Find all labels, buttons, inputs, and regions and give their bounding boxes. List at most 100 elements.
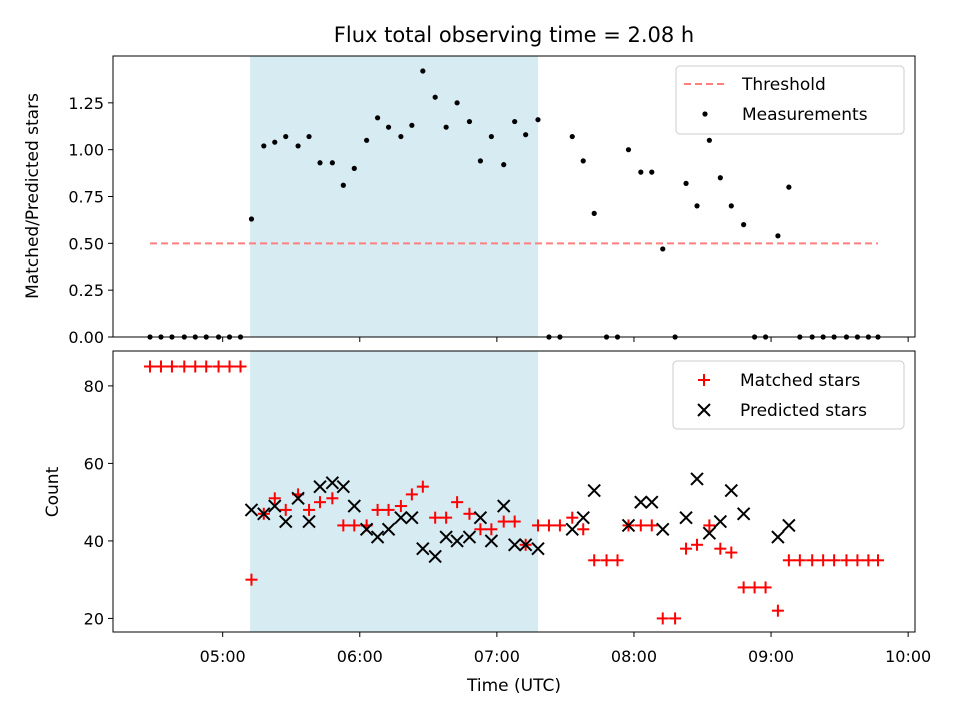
- matched-star-point: [748, 581, 761, 594]
- legend-measurements-swatch: [702, 111, 708, 117]
- measurement-point: [351, 165, 357, 171]
- measurement-point: [741, 222, 747, 228]
- y-tick-label: 80: [84, 377, 104, 396]
- matched-star-point: [245, 573, 258, 586]
- predicted-star-point: [518, 538, 533, 552]
- top-panel: 0.00 0.25 0.50 0.75 1.00 1.25 Matched/Predict…: [23, 55, 916, 347]
- measurement-point: [694, 203, 700, 209]
- count-points: [144, 360, 884, 625]
- legend-predicted-label: Predicted stars: [740, 401, 867, 421]
- measurement-point: [660, 246, 666, 252]
- matched-star-point: [566, 511, 579, 524]
- matched-star-point: [440, 511, 453, 524]
- bottom-legend: Matched stars Predicted stars: [672, 360, 905, 430]
- legend-measurements-label: Measurements: [742, 105, 868, 125]
- bottom-x-ticks: 05:00 06:00 07:00 08:00 09:00 10:00: [200, 632, 931, 666]
- y-tick-label: 20: [84, 609, 104, 628]
- matched-star-point: [223, 360, 236, 373]
- predicted-star-point: [690, 472, 704, 486]
- matched-star-point: [669, 612, 682, 625]
- predicted-star-point: [279, 514, 293, 529]
- matched-star-point: [782, 554, 795, 567]
- matched-star-point: [416, 480, 429, 493]
- matched-star-point: [279, 503, 292, 516]
- matched-star-point: [382, 503, 395, 516]
- predicted-star-point: [497, 499, 511, 513]
- measurement-point: [706, 137, 712, 143]
- bottom-axes-frame: [112, 350, 916, 633]
- top-y-ticks: 0.00 0.25 0.50 0.75 1.00 1.25: [68, 94, 113, 347]
- predicted-star-point: [507, 538, 522, 552]
- predicted-star-point: [702, 526, 717, 540]
- y-tick-label: 0.00: [68, 328, 104, 347]
- y-tick-label: 60: [84, 454, 104, 473]
- matched-star-point: [474, 523, 487, 536]
- matched-star-point: [371, 503, 384, 516]
- matched-star-point: [828, 554, 841, 567]
- measurement-point: [591, 210, 597, 216]
- measurement-point: [501, 162, 507, 168]
- predicted-star-point: [370, 530, 385, 544]
- bottom-y-axis-label: Count: [43, 466, 63, 517]
- predicted-star-point: [450, 534, 464, 548]
- matched-star-point: [817, 554, 830, 567]
- predicted-star-point: [313, 479, 327, 494]
- measurement-point: [717, 175, 723, 181]
- measurement-point: [569, 133, 575, 140]
- matched-star-point: [200, 360, 213, 373]
- measurement-point: [728, 203, 734, 209]
- predicted-star-point: [473, 510, 488, 525]
- y-tick-label: 0.75: [68, 188, 104, 207]
- predicted-star-point: [244, 503, 259, 517]
- measurement-point: [283, 133, 289, 140]
- matched-star-point: [178, 360, 191, 373]
- x-tick-label: 06:00: [337, 647, 383, 666]
- measurement-point: [443, 124, 449, 130]
- matched-star-point: [611, 554, 624, 567]
- measurement-point: [306, 133, 312, 140]
- matched-star-point: [463, 507, 476, 520]
- predicted-star-point: [428, 549, 442, 564]
- measurement-point: [420, 68, 426, 74]
- predicted-star-point: [336, 479, 351, 494]
- measurement-point: [775, 233, 781, 239]
- predicted-star-point: [484, 534, 499, 548]
- measurement-point: [374, 115, 381, 121]
- matched-star-point: [326, 492, 339, 505]
- measurement-point: [683, 180, 689, 186]
- predicted-star-point: [416, 541, 430, 556]
- matched-star-point: [871, 554, 884, 567]
- legend-predicted-swatch: [697, 403, 711, 417]
- measurement-point: [432, 94, 438, 100]
- predicted-star-point: [347, 499, 361, 513]
- predicted-star-point: [587, 483, 601, 498]
- matched-star-point: [497, 515, 510, 528]
- figure-title: Flux total observing time = 2.08 h: [334, 23, 694, 47]
- predicted-star-point: [381, 522, 396, 536]
- measurement-point: [512, 118, 518, 125]
- predicted-star-point: [257, 507, 271, 521]
- measurement-point: [488, 133, 494, 140]
- measurement-point: [638, 169, 644, 175]
- matched-star-point: [405, 488, 418, 501]
- matched-star-point: [771, 604, 784, 617]
- measurement-point: [317, 160, 323, 166]
- matched-star-point: [793, 554, 806, 567]
- predicted-star-point: [736, 507, 751, 521]
- matched-star-point: [303, 503, 316, 516]
- y-tick-label: 1.00: [68, 141, 104, 160]
- measurement-point: [535, 117, 541, 123]
- predicted-star-point: [576, 510, 590, 525]
- matched-star-point: [656, 612, 669, 625]
- predicted-star-point: [679, 510, 693, 525]
- matched-star-point: [703, 519, 716, 532]
- measurement-point: [261, 143, 267, 149]
- matched-star-point: [165, 360, 178, 373]
- measurement-point: [625, 147, 632, 153]
- matched-star-point: [714, 542, 727, 555]
- y-tick-label: 1.25: [68, 94, 104, 113]
- measurement-point: [477, 158, 484, 164]
- measurement-point: [466, 118, 473, 125]
- matched-star-point: [429, 511, 442, 524]
- matched-star-point: [508, 515, 521, 528]
